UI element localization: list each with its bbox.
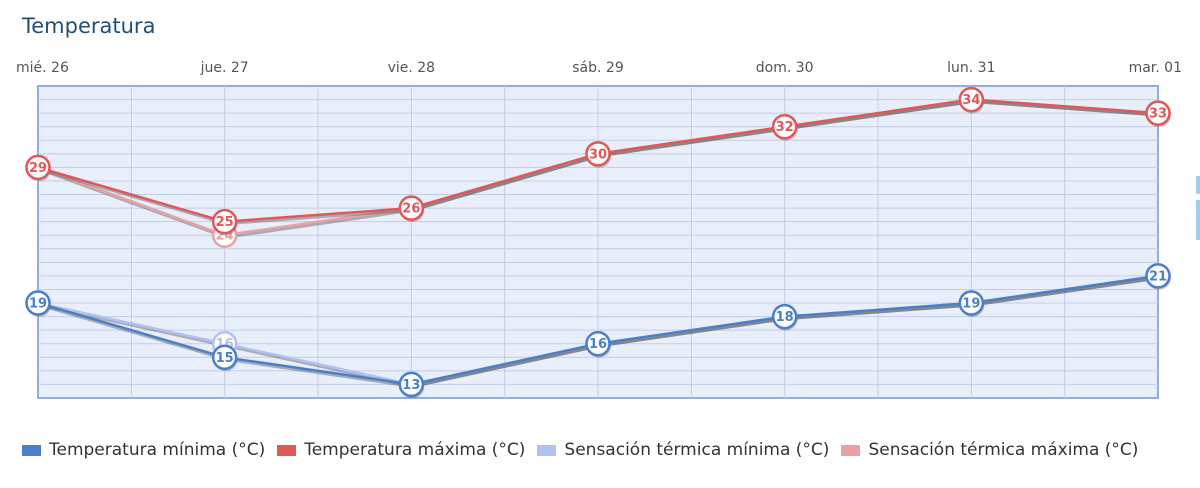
data-point-marker bbox=[25, 154, 51, 181]
data-point[interactable]: 25 bbox=[211, 208, 238, 236]
data-label: 19 bbox=[962, 297, 980, 312]
chart-series: 24162925263032343319151316181921 bbox=[25, 86, 1172, 399]
temperature-chart: mié. 26 jue. 27 vie. 28 sáb. 29 dom. 30 lun. … bbox=[16, 60, 1182, 399]
legend-label: Temperatura máxima (°C) bbox=[304, 440, 526, 460]
legend-item[interactable]: Sensación térmica máxima (°C) bbox=[841, 440, 1138, 460]
series-3: 19 15 13 16 18 19 21 bbox=[25, 263, 1172, 399]
data-point[interactable]: 13 bbox=[398, 371, 425, 399]
data-label: 26 bbox=[402, 202, 420, 217]
data-point-marker bbox=[771, 113, 798, 140]
data-point-marker bbox=[398, 195, 425, 221]
legend-item[interactable]: Sensación térmica mínima (°C) bbox=[537, 440, 829, 460]
x-tick-label: vie. 28 bbox=[388, 60, 436, 76]
data-label: 34 bbox=[962, 93, 980, 108]
data-point-marker bbox=[1145, 100, 1171, 126]
data-point[interactable]: 19 bbox=[25, 290, 52, 318]
x-tick-label: mar. 01 bbox=[1129, 60, 1182, 76]
x-tick-label: dom. 30 bbox=[756, 60, 814, 76]
edge-indicator bbox=[1196, 176, 1200, 194]
x-tick-label: lun. 31 bbox=[947, 60, 995, 76]
legend-label: Sensación térmica mínima (°C) bbox=[564, 440, 830, 460]
data-point[interactable]: 34 bbox=[958, 86, 985, 114]
data-point[interactable]: 18 bbox=[771, 303, 798, 331]
data-label: 33 bbox=[1149, 107, 1167, 122]
series-2: 29 25 26 30 32 34 33 bbox=[25, 86, 1172, 236]
data-label: 21 bbox=[1149, 269, 1167, 284]
data-point-marker bbox=[771, 303, 798, 330]
x-tick-label: mié. 26 bbox=[16, 60, 69, 76]
legend-swatch bbox=[841, 444, 861, 456]
data-label: 18 bbox=[776, 310, 794, 325]
edge-indicator bbox=[1196, 200, 1200, 240]
data-label: 13 bbox=[402, 378, 420, 393]
legend-swatch bbox=[537, 444, 557, 456]
data-point-marker bbox=[211, 208, 238, 235]
data-point[interactable]: 33 bbox=[1145, 100, 1172, 128]
legend-item[interactable]: Temperatura máxima (°C) bbox=[277, 440, 525, 460]
x-axis-labels: mié. 26 jue. 27 vie. 28 sáb. 29 dom. 30 lun. … bbox=[16, 60, 1182, 76]
legend-swatch bbox=[22, 444, 41, 456]
data-point-marker bbox=[585, 330, 611, 357]
data-point-marker bbox=[211, 344, 238, 371]
x-tick-label: jue. 27 bbox=[200, 60, 249, 76]
data-point-marker bbox=[1145, 263, 1171, 289]
legend-swatch bbox=[277, 444, 297, 456]
data-point[interactable]: 15 bbox=[211, 344, 238, 372]
data-label: 15 bbox=[216, 351, 234, 366]
legend-label: Sensación térmica máxima (°C) bbox=[868, 440, 1139, 460]
data-point-marker bbox=[958, 86, 985, 113]
x-tick-label: sáb. 29 bbox=[572, 60, 623, 76]
data-point-marker bbox=[398, 371, 425, 398]
data-label: 16 bbox=[589, 337, 607, 352]
data-point[interactable]: 26 bbox=[398, 195, 425, 223]
data-label: 32 bbox=[776, 120, 794, 135]
data-label: 19 bbox=[29, 297, 47, 312]
data-point[interactable]: 19 bbox=[958, 290, 985, 318]
chart-title: Temperatura bbox=[22, 14, 156, 38]
data-label: 29 bbox=[29, 161, 47, 176]
data-point[interactable]: 32 bbox=[771, 113, 798, 141]
data-point[interactable]: 21 bbox=[1145, 263, 1172, 290]
data-point[interactable]: 29 bbox=[25, 154, 52, 182]
legend-label: Temperatura mínima (°C) bbox=[49, 440, 266, 460]
data-label: 30 bbox=[589, 147, 607, 162]
data-label: 25 bbox=[216, 215, 234, 230]
data-point[interactable]: 30 bbox=[585, 141, 612, 168]
data-point-marker bbox=[25, 290, 51, 316]
data-point[interactable]: 16 bbox=[585, 330, 612, 358]
data-point-marker bbox=[585, 141, 611, 167]
legend-item[interactable]: Temperatura mínima (°C) bbox=[22, 440, 265, 460]
data-point-marker bbox=[958, 290, 985, 316]
chart-legend: Temperatura mínima (°C) Temperatura máxim… bbox=[22, 440, 1150, 460]
